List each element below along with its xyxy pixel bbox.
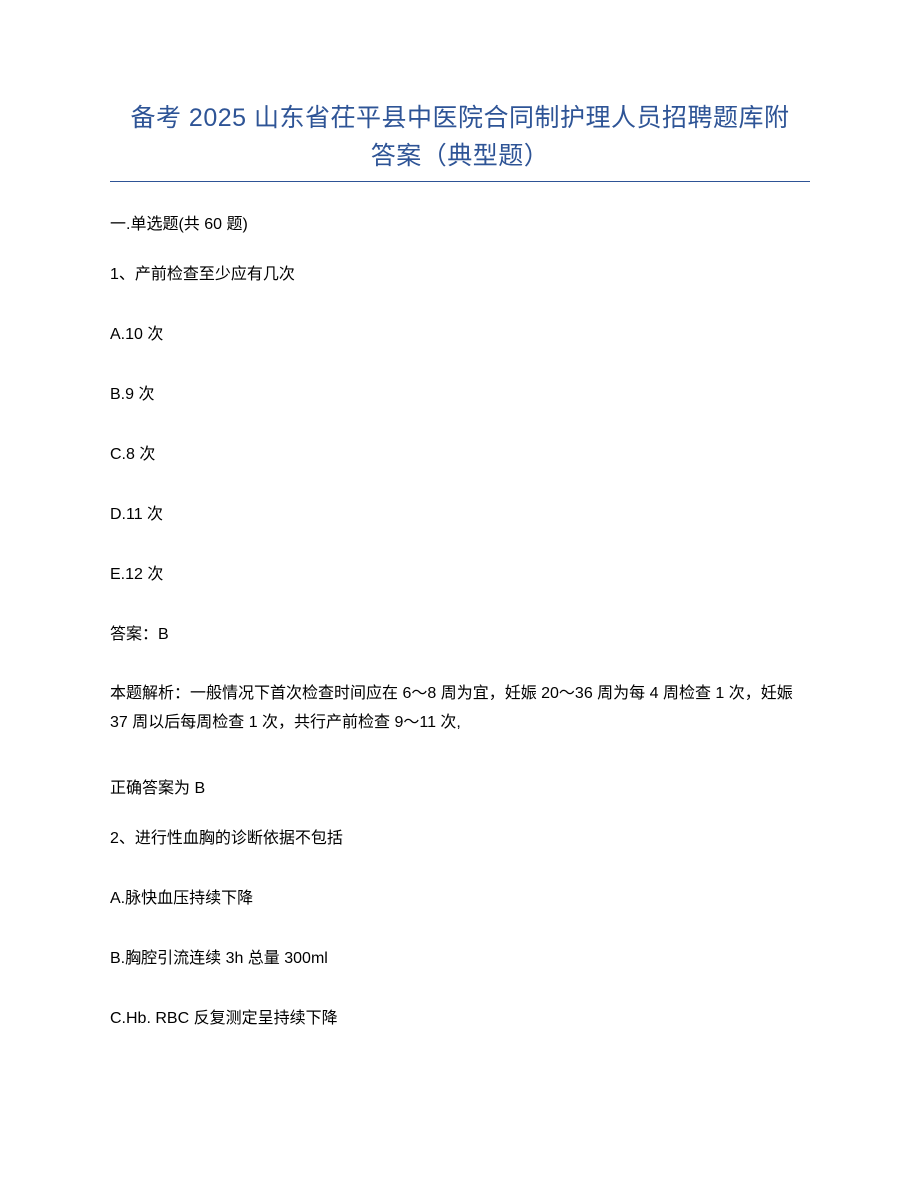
- title-underline: [110, 181, 810, 182]
- q2-option-a: A.脉快血压持续下降: [110, 884, 810, 908]
- q1-answer: 答案：B: [110, 620, 810, 644]
- q1-option-e: E.12 次: [110, 560, 810, 584]
- title-line-1: 备考 2025 山东省茌平县中医院合同制护理人员招聘题库附: [130, 104, 789, 132]
- q1-option-d: D.11 次: [110, 500, 810, 524]
- q1-option-b: B.9 次: [110, 380, 810, 404]
- document-page: 备考 2025 山东省茌平县中医院合同制护理人员招聘题库附 答案（典型题） 一.…: [0, 0, 920, 1124]
- q1-stem: 1、产前检查至少应有几次: [110, 260, 810, 284]
- title-line-2: 答案（典型题）: [371, 142, 550, 170]
- section-label: 一.单选题(共 60 题): [110, 210, 810, 234]
- q2-stem: 2、进行性血胸的诊断依据不包括: [110, 824, 810, 848]
- q1-option-c: C.8 次: [110, 440, 810, 464]
- q1-correct: 正确答案为 B: [110, 774, 810, 798]
- q1-option-a: A.10 次: [110, 320, 810, 344]
- q2-option-b: B.胸腔引流连续 3h 总量 300ml: [110, 944, 810, 968]
- document-title: 备考 2025 山东省茌平县中医院合同制护理人员招聘题库附 答案（典型题）: [110, 100, 810, 175]
- q1-explanation: 本题解析：一般情况下首次检查时间应在 6～8 周为宜，妊娠 20～36 周为每 …: [110, 680, 810, 738]
- q2-option-c: C.Hb. RBC 反复测定呈持续下降: [110, 1004, 810, 1028]
